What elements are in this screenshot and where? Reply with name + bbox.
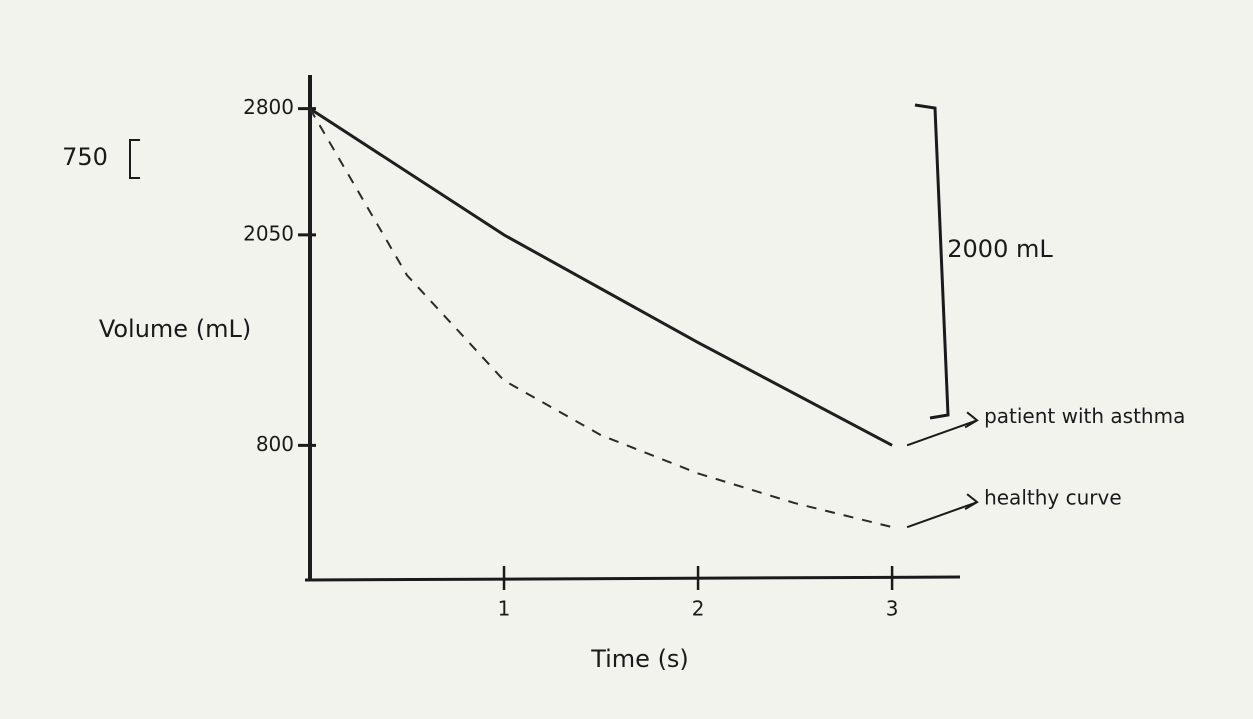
y-tick-label: 2800: [243, 95, 294, 119]
legend-label: healthy curve: [984, 486, 1122, 510]
legend-label: patient with asthma: [984, 404, 1185, 428]
x-tick-label: 3: [886, 597, 899, 621]
annotation: 2000 mL: [947, 235, 1053, 263]
chart: Volume (mL) Time (s) 750 2000 mL 800 2050…: [0, 0, 1253, 719]
x-axis-label: Time (s): [590, 645, 689, 673]
y-tick-label: 2050: [243, 221, 294, 245]
x-tick-label: 2: [692, 597, 705, 621]
y-tick-label: 800: [256, 432, 294, 456]
paper: [0, 0, 1253, 719]
annotation: 750: [62, 143, 108, 171]
y-axis-label: Volume (mL): [99, 315, 251, 343]
x-tick-label: 1: [498, 597, 511, 621]
